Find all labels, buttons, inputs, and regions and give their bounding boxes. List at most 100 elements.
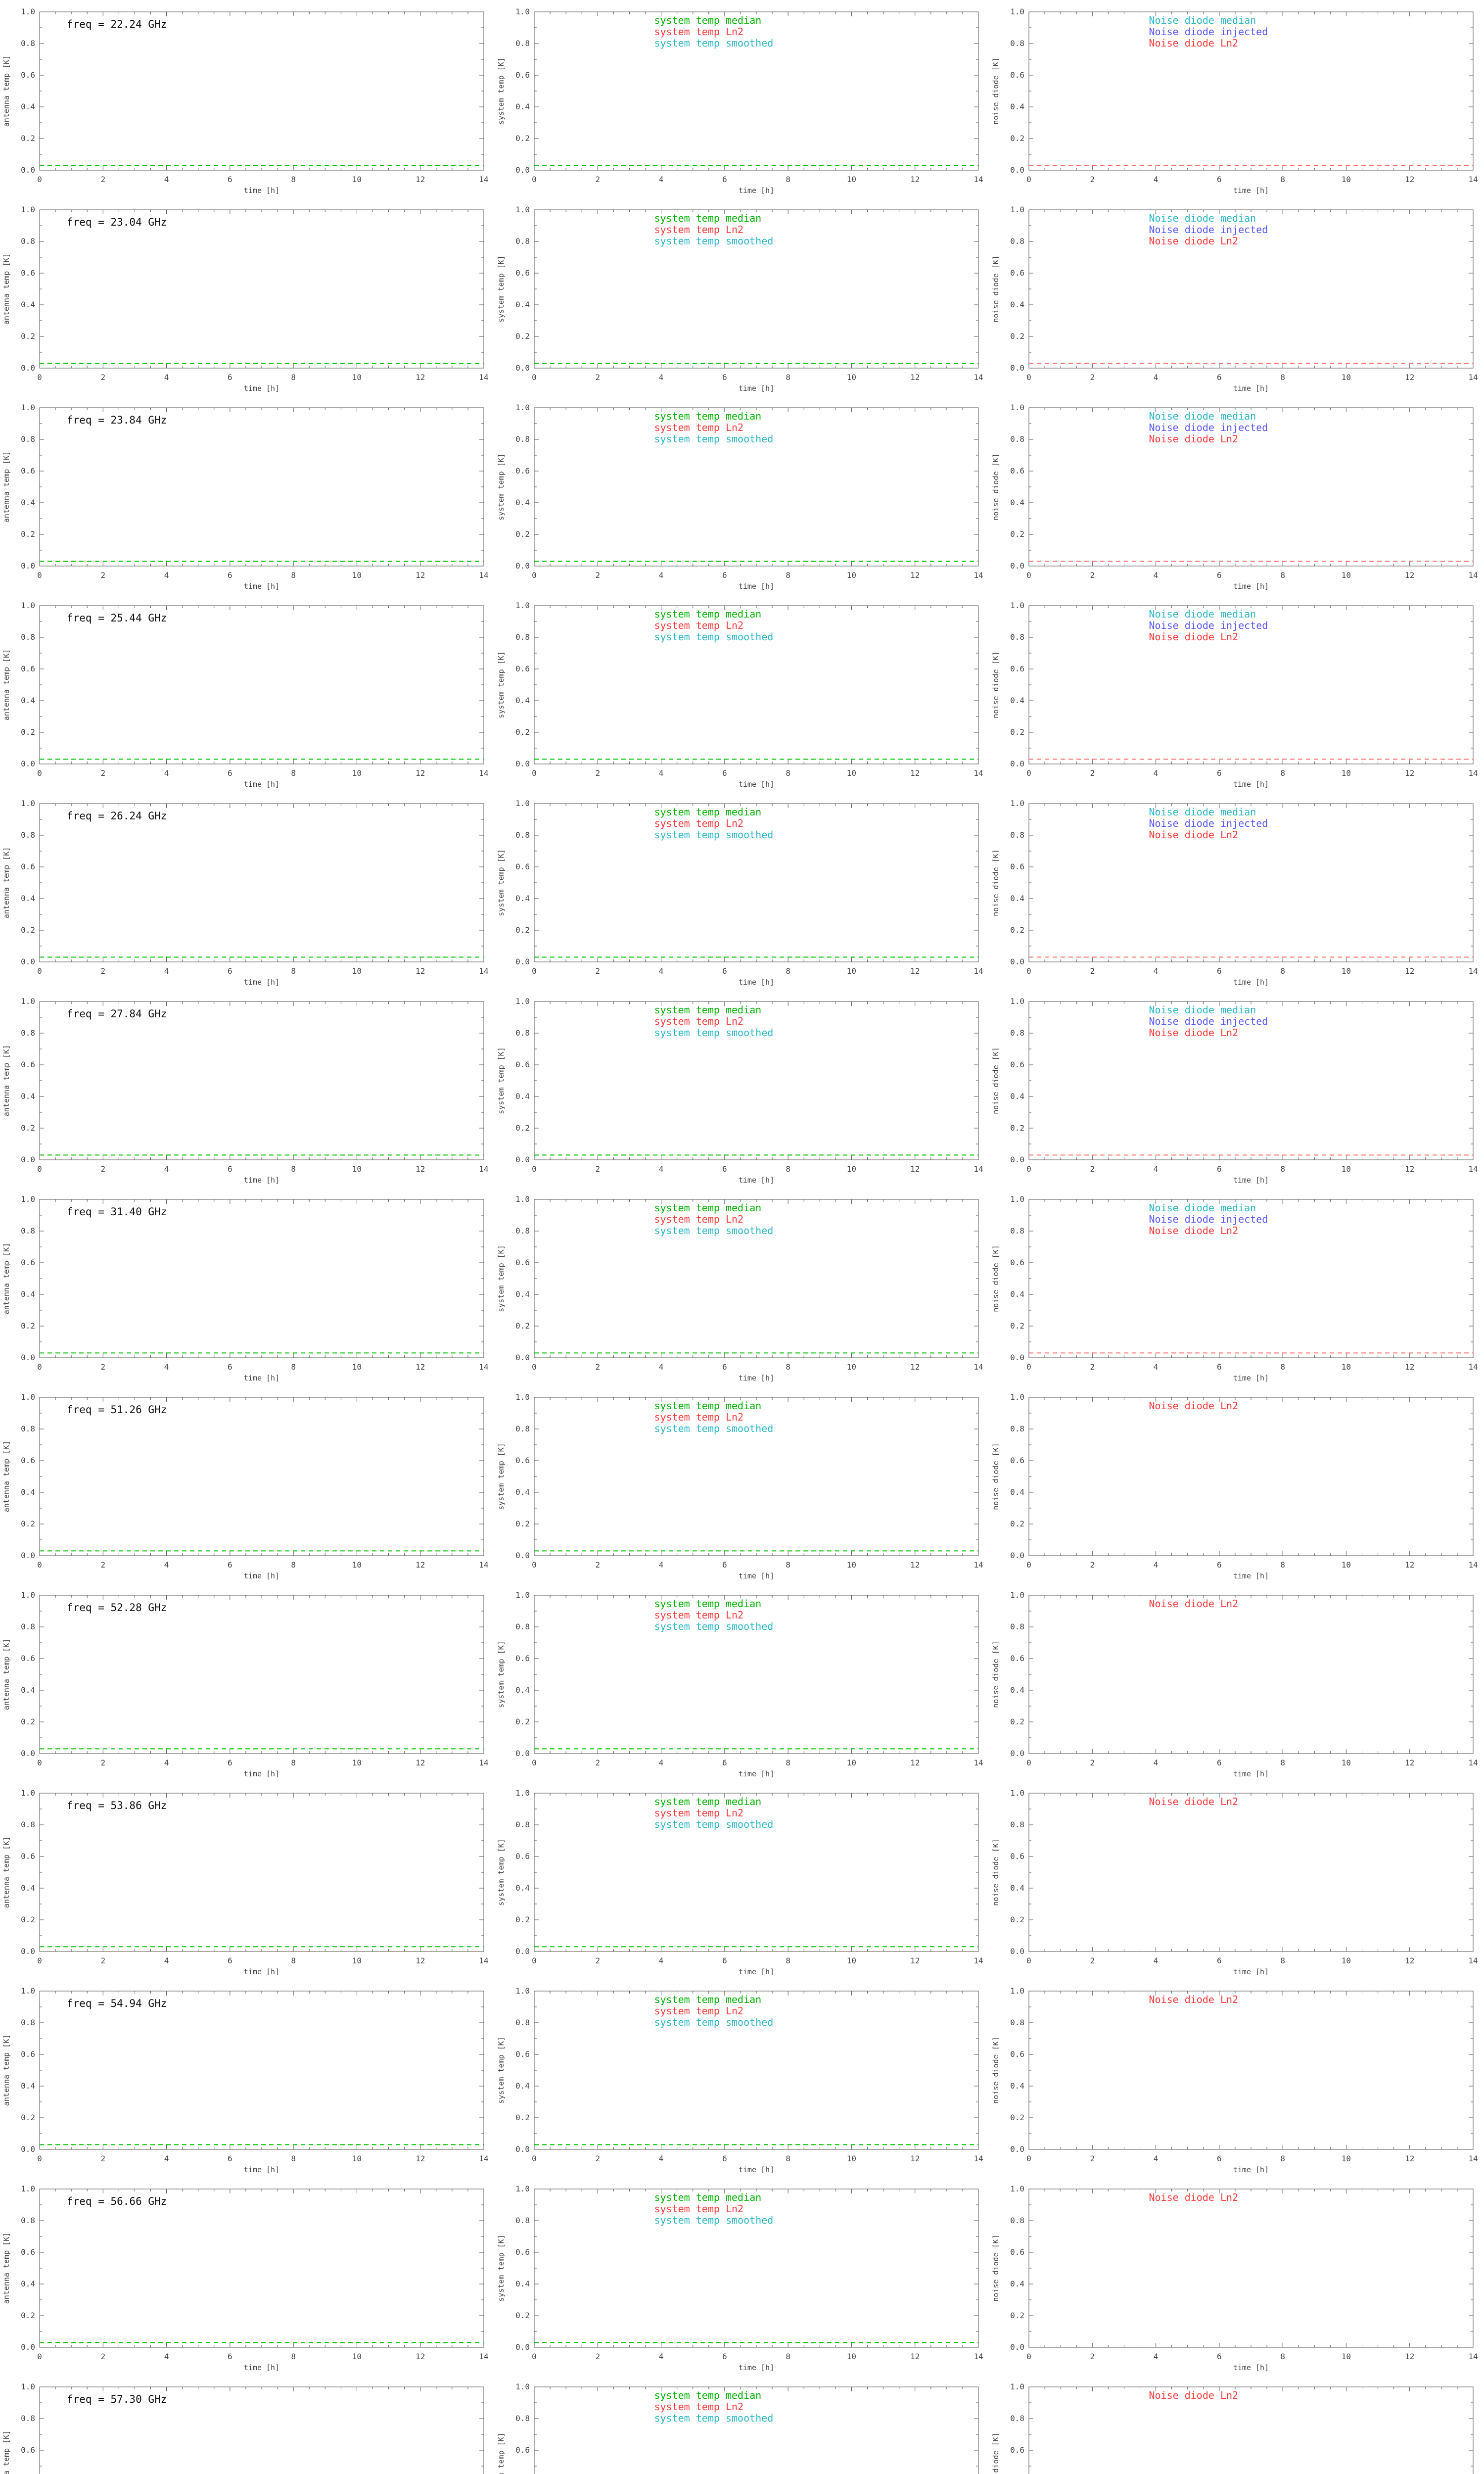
x-tick-label: 10 (1342, 2154, 1351, 2163)
y-tick-label: 0.6 (515, 862, 530, 871)
x-tick-label: 4 (1154, 1362, 1159, 1372)
legend-entry: system temp smoothed (654, 1027, 773, 1039)
plot-row1-antenna-temp: 0 2 4 6 8 10 12 14 0.0 0.2 0.4 0.6 0.8 1.0 time [h] ant… (0, 0, 495, 198)
plot-canvas: 0 2 4 6 8 10 12 14 0.0 0.2 0.4 0.6 0.8 1.0 time [h] sys… (497, 205, 983, 393)
x-tick-label: 12 (416, 2154, 425, 2163)
y-tick-label: 0.2 (21, 925, 35, 935)
x-axis-label: time [h] (1233, 1571, 1269, 1580)
plot-frame (1028, 11, 1474, 171)
y-tick-label: 0.4 (21, 498, 35, 507)
plot-frame (39, 1001, 484, 1160)
y-tick-label: 0.0 (21, 957, 35, 966)
y-axis-label: system temp [K] (497, 651, 506, 718)
x-tick-label: 12 (1405, 2154, 1414, 2163)
x-tick-label: 4 (164, 2352, 169, 2361)
y-tick-label: 1.0 (515, 997, 530, 1006)
plot-frame (1028, 1397, 1474, 1556)
plot-canvas: 0 2 4 6 8 10 12 14 0.0 0.2 0.4 0.6 0.8 1.0 time [h] ant… (2, 2184, 489, 2372)
y-tick-label: 0.4 (515, 1883, 530, 1893)
plot-canvas: 0 2 4 6 8 10 12 14 0.0 0.2 0.4 0.6 0.8 1.0 time [h] ant… (2, 997, 489, 1185)
y-tick-label: 0.8 (1010, 1424, 1024, 1433)
y-axis-label: noise diode [K] (991, 1047, 1000, 1114)
plot-frame (1028, 1793, 1474, 1952)
y-tick-label: 0.6 (515, 2247, 530, 2257)
y-tick-label: 0.6 (1010, 466, 1024, 476)
x-tick-label: 6 (228, 768, 232, 778)
x-tick-label: 8 (291, 1758, 296, 1767)
y-tick-label: 0.2 (1010, 1915, 1024, 1924)
y-tick-label: 0.4 (1010, 2279, 1024, 2288)
y-axis-label: antenna temp [K] (2, 2035, 11, 2106)
y-tick-label: 0.6 (1010, 1852, 1024, 1861)
x-axis-label: time [h] (244, 2165, 279, 2174)
x-tick-label: 4 (164, 1956, 169, 1965)
plot-row7-system-temp: 0 2 4 6 8 10 12 14 0.0 0.2 0.4 0.6 0.8 1.0 time [h] sys… (495, 1188, 989, 1385)
y-tick-label: 0.0 (1010, 561, 1024, 571)
y-tick-label: 1.0 (1010, 1392, 1024, 1402)
plot-canvas: 0 2 4 6 8 10 12 14 0.0 0.2 0.4 0.6 0.8 1.0 time [h] noi… (991, 1788, 1478, 1976)
y-tick-label: 1.0 (21, 1194, 35, 1204)
y-tick-label: 0.4 (515, 894, 530, 903)
plot-frame (534, 1793, 979, 1952)
legend-entry: system temp median (654, 14, 761, 26)
plot-row7-noise-diode: 0 2 4 6 8 10 12 14 0.0 0.2 0.4 0.6 0.8 1.0 time [h] noi… (989, 1188, 1484, 1385)
x-tick-label: 14 (479, 768, 488, 778)
x-tick-label: 8 (291, 373, 296, 382)
x-tick-label: 10 (352, 1560, 362, 1570)
x-tick-label: 10 (1342, 768, 1351, 778)
x-tick-label: 14 (1468, 373, 1478, 382)
x-tick-label: 4 (1154, 1758, 1159, 1767)
legend-entry: system temp smoothed (654, 829, 773, 841)
x-tick-label: 14 (974, 373, 983, 382)
x-tick-label: 6 (722, 571, 727, 580)
plot-title: freq = 51.26 GHz (67, 1404, 167, 1416)
y-tick-label: 0.4 (21, 1487, 35, 1497)
x-tick-label: 4 (1154, 1560, 1159, 1570)
x-tick-label: 0 (1026, 1560, 1031, 1570)
plot-row11-antenna-temp: 0 2 4 6 8 10 12 14 0.0 0.2 0.4 0.6 0.8 1.0 time [h] ant… (0, 1979, 495, 2177)
x-tick-label: 14 (1468, 1164, 1478, 1174)
plot-frame (1028, 407, 1474, 567)
x-tick-label: 12 (416, 373, 425, 382)
y-tick-label: 1.0 (515, 1392, 530, 1402)
x-tick-label: 6 (722, 966, 727, 976)
plot-canvas: 0 2 4 6 8 10 12 14 0.0 0.2 0.4 0.6 0.8 1.0 time [h] ant… (2, 601, 489, 789)
plot-canvas: 0 2 4 6 8 10 12 14 0.0 0.2 0.4 0.6 0.8 1.0 time [h] sys… (497, 601, 983, 789)
legend-entry: system temp Ln2 (654, 1807, 743, 1819)
y-tick-label: 0.4 (1010, 1883, 1024, 1893)
x-tick-label: 6 (722, 1560, 727, 1570)
plot-canvas: 0 2 4 6 8 10 12 14 0.0 0.2 0.4 0.6 0.8 1.0 time [h] ant… (2, 205, 489, 393)
x-tick-label: 10 (847, 1362, 856, 1372)
x-tick-label: 0 (532, 2154, 537, 2163)
legend-entry: system temp smoothed (654, 235, 773, 247)
y-tick-label: 0.8 (515, 1226, 530, 1236)
x-tick-label: 2 (595, 1164, 600, 1174)
y-tick-label: 0.6 (515, 466, 530, 476)
plot-frame (1028, 803, 1474, 962)
y-tick-label: 1.0 (21, 997, 35, 1006)
x-tick-label: 8 (1280, 175, 1285, 184)
y-tick-label: 0.2 (21, 1123, 35, 1133)
y-tick-label: 1.0 (21, 1392, 35, 1402)
x-tick-label: 2 (1090, 1758, 1095, 1767)
plot-row12-antenna-temp: 0 2 4 6 8 10 12 14 0.0 0.2 0.4 0.6 0.8 1.0 time [h] ant… (0, 2177, 495, 2375)
legend-entry: system temp smoothed (654, 2214, 773, 2226)
x-axis-label: time [h] (1233, 2363, 1269, 2372)
plot-canvas: 0 2 4 6 8 10 12 14 0.0 0.2 0.4 0.6 0.8 1.0 time [h] sys… (497, 799, 983, 987)
plot-canvas: 0 2 4 6 8 10 12 14 0.0 0.2 0.4 0.6 0.8 1.0 time [h] sys… (497, 1986, 983, 2174)
x-tick-label: 10 (847, 373, 856, 382)
x-tick-label: 4 (659, 2352, 664, 2361)
plot-canvas: 0 2 4 6 8 10 12 14 0.0 0.2 0.4 0.6 0.8 1.0 time [h] ant… (2, 403, 489, 591)
y-tick-label: 1.0 (515, 1194, 530, 1204)
y-tick-label: 0.6 (21, 2445, 35, 2455)
legend-entry: system temp median (654, 1400, 761, 1412)
legend-entry: system temp median (654, 1202, 761, 1214)
y-axis-label: noise diode [K] (991, 849, 1000, 916)
plot-canvas: 0 2 4 6 8 10 12 14 0.0 0.2 0.4 0.6 0.8 1.0 time [h] noi… (991, 7, 1478, 195)
plot-row4-antenna-temp: 0 2 4 6 8 10 12 14 0.0 0.2 0.4 0.6 0.8 1.0 time [h] ant… (0, 594, 495, 792)
y-tick-label: 0.2 (515, 1123, 530, 1133)
x-tick-label: 14 (974, 1956, 983, 1965)
x-tick-label: 0 (37, 2154, 42, 2163)
y-tick-label: 0.8 (515, 830, 530, 840)
plot-title: freq = 22.24 GHz (67, 18, 167, 30)
